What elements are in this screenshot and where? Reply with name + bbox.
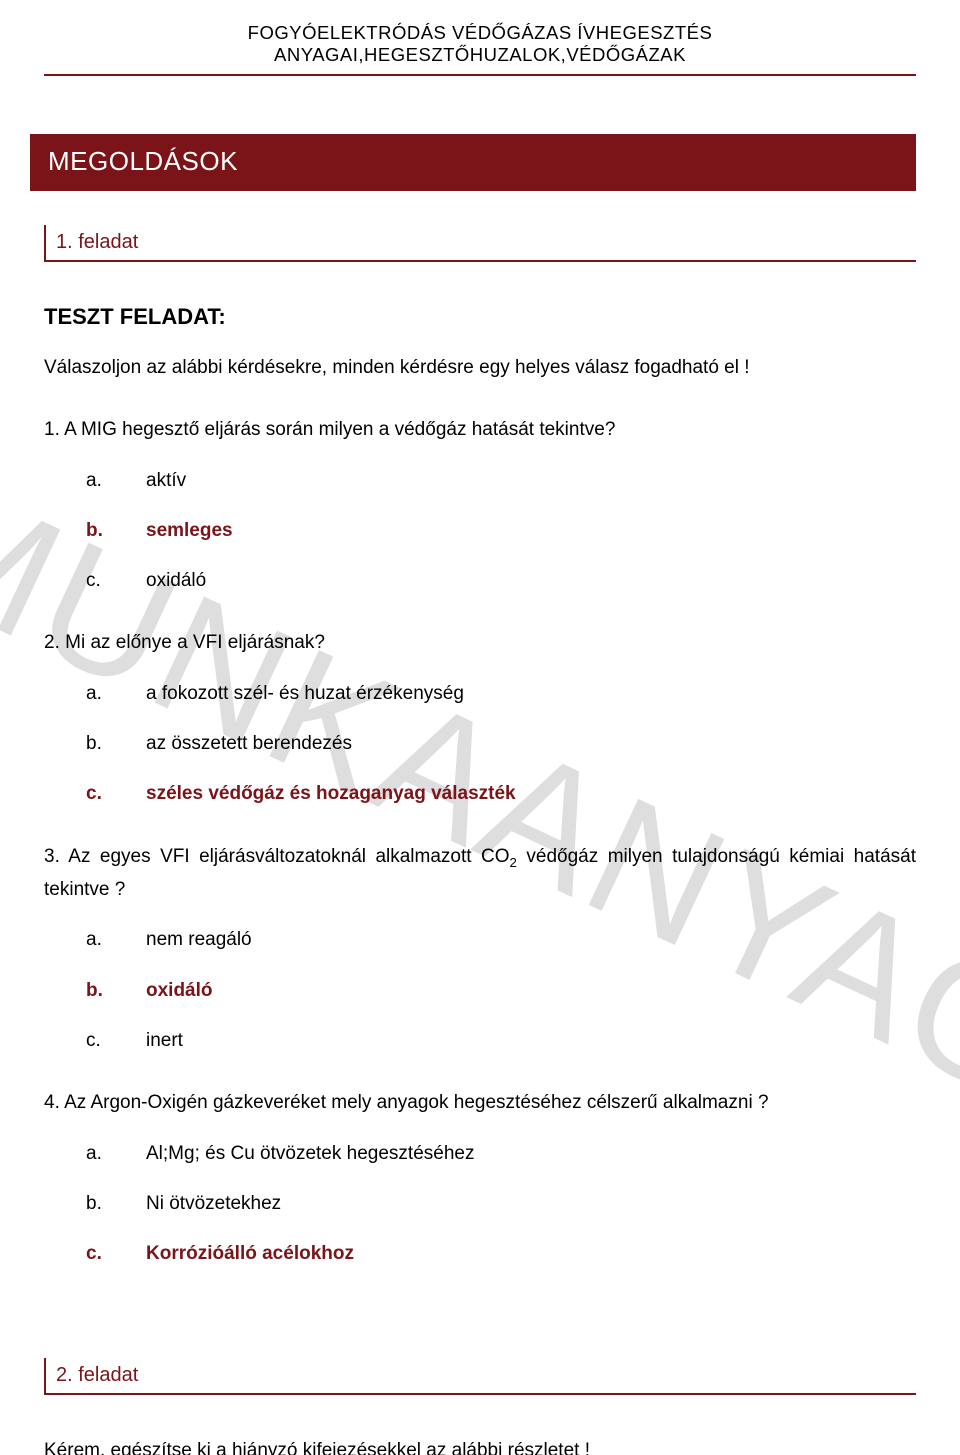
- q1-options: a. aktív b. semleges c. oxidáló: [44, 465, 916, 598]
- task1-heading: 1. feladat: [44, 225, 916, 262]
- q3-text-pre: 3. Az egyes VFI eljárásváltozatoknál alk…: [44, 846, 510, 867]
- q1-text: 1. A MIG hegesztő eljárás során milyen a…: [44, 414, 916, 446]
- q3-text: 3. Az egyes VFI eljárásváltozatoknál alk…: [44, 841, 916, 907]
- option-letter: b.: [86, 1188, 146, 1220]
- option-letter: c.: [86, 778, 146, 810]
- option-text: oxidáló: [146, 975, 916, 1007]
- q4-text: 4. Az Argon-Oxigén gázkeveréket mely any…: [44, 1087, 916, 1119]
- option-letter: c.: [86, 565, 146, 597]
- option-letter: b.: [86, 515, 146, 547]
- option-text: nem reagáló: [146, 924, 916, 956]
- q4-opt-b: b. Ni ötvözetekhez: [44, 1188, 916, 1220]
- option-text: széles védőgáz és hozaganyag választék: [146, 778, 916, 810]
- q1-opt-a: a. aktív: [44, 465, 916, 497]
- task2-text: Kérem, egészítse ki a hiányzó kifejezése…: [44, 1435, 916, 1455]
- q2-text: 2. Mi az előnye a VFI eljárásnak?: [44, 627, 916, 659]
- q2-options: a. a fokozott szél- és huzat érzékenység…: [44, 678, 916, 811]
- option-text: Al;Mg; és Cu ötvözetek hegesztéséhez: [146, 1138, 916, 1170]
- option-letter: b.: [86, 728, 146, 760]
- option-letter: c.: [86, 1238, 146, 1270]
- task1-subhead: TESZT FELADAT:: [44, 304, 916, 330]
- q3-opt-c: c. inert: [44, 1025, 916, 1057]
- option-text: semleges: [146, 515, 916, 547]
- option-text: oxidáló: [146, 565, 916, 597]
- q2-opt-a: a. a fokozott szél- és huzat érzékenység: [44, 678, 916, 710]
- option-letter: a.: [86, 1138, 146, 1170]
- q4-options: a. Al;Mg; és Cu ötvözetek hegesztéséhez …: [44, 1138, 916, 1271]
- option-text: aktív: [146, 465, 916, 497]
- q4-opt-c: c. Korrózióálló acélokhoz: [44, 1238, 916, 1270]
- page-header-text: FOGYÓELEKTRÓDÁS VÉDŐGÁZAS ÍVHEGESZTÉS AN…: [44, 22, 916, 72]
- option-letter: c.: [86, 1025, 146, 1057]
- q2-opt-c: c. széles védőgáz és hozaganyag választé…: [44, 778, 916, 810]
- q3-opt-b: b. oxidáló: [44, 975, 916, 1007]
- q3-text-sub: 2: [510, 854, 517, 869]
- section-banner: MEGOLDÁSOK: [30, 134, 916, 191]
- option-letter: a.: [86, 924, 146, 956]
- q2-opt-b: b. az összetett berendezés: [44, 728, 916, 760]
- q4-opt-a: a. Al;Mg; és Cu ötvözetek hegesztéséhez: [44, 1138, 916, 1170]
- q1-opt-c: c. oxidáló: [44, 565, 916, 597]
- option-text: inert: [146, 1025, 916, 1057]
- task2-heading: 2. feladat: [44, 1358, 916, 1395]
- option-text: Korrózióálló acélokhoz: [146, 1238, 916, 1270]
- option-letter: b.: [86, 975, 146, 1007]
- q3-options: a. nem reagáló b. oxidáló c. inert: [44, 924, 916, 1057]
- option-letter: a.: [86, 465, 146, 497]
- option-text: a fokozott szél- és huzat érzékenység: [146, 678, 916, 710]
- page-header: FOGYÓELEKTRÓDÁS VÉDŐGÁZAS ÍVHEGESZTÉS AN…: [44, 22, 916, 76]
- task1-intro: Válaszoljon az alábbi kérdésekre, minden…: [44, 352, 916, 384]
- option-text: az összetett berendezés: [146, 728, 916, 760]
- q1-opt-b: b. semleges: [44, 515, 916, 547]
- option-letter: a.: [86, 678, 146, 710]
- option-text: Ni ötvözetekhez: [146, 1188, 916, 1220]
- q3-opt-a: a. nem reagáló: [44, 924, 916, 956]
